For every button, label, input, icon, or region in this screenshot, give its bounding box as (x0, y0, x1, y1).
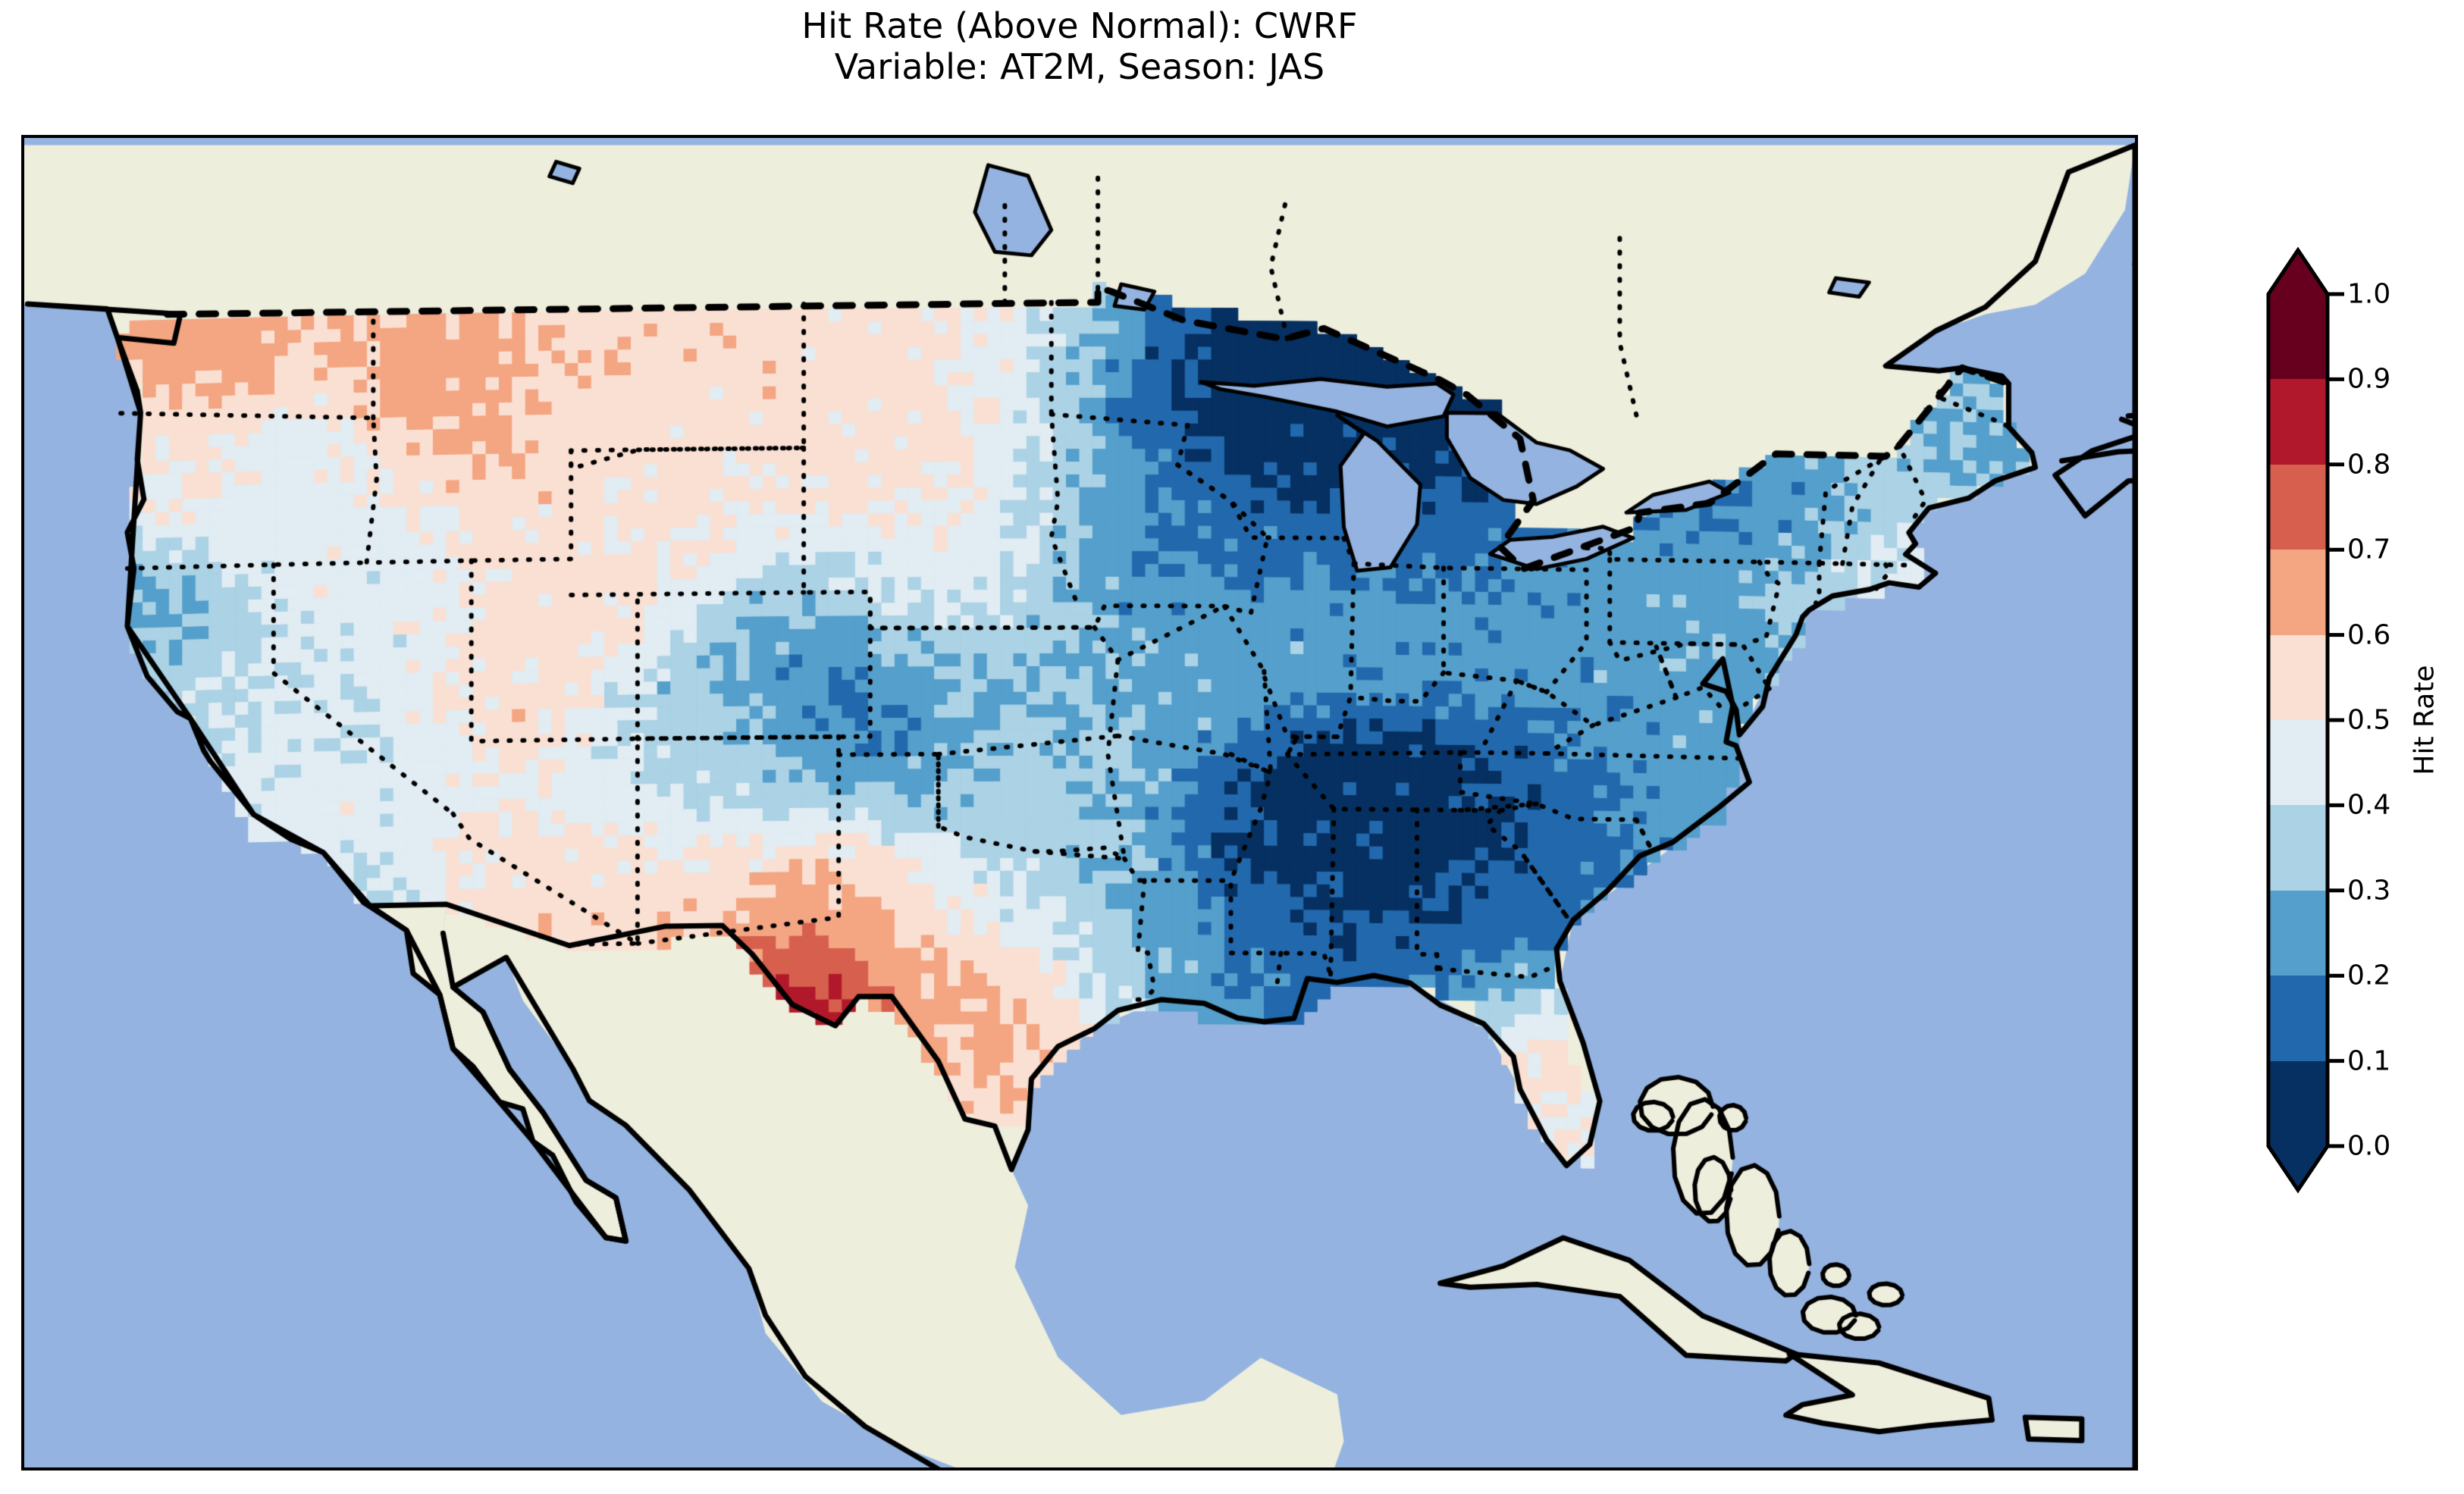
colorbar-segment (2268, 464, 2328, 550)
colorbar-segment (2268, 550, 2328, 636)
colorbar-segment (2268, 720, 2328, 806)
title-line-2: Variable: AT2M, Season: JAS (834, 45, 1325, 87)
colorbar-segment (2268, 1060, 2328, 1147)
colorbar-outline (2266, 246, 2344, 1194)
hit-rate-heatmap (24, 138, 2135, 1467)
colorbar-border (2266, 246, 2330, 1194)
colorbar-segment (2268, 294, 2328, 380)
colorbar-tick-label: 0.4 (2347, 789, 2391, 821)
colorbar-tick-label: 0.2 (2347, 960, 2391, 991)
title-line-1: Hit Rate (Above Normal): CWRF (801, 5, 1358, 46)
colorbar-segment (2268, 379, 2328, 465)
colorbar-segment (2268, 890, 2328, 976)
colorbar-tick-label: 0.6 (2347, 619, 2391, 651)
colorbar-tick-label: 0.5 (2347, 704, 2391, 736)
colorbar-arrow (2268, 1146, 2328, 1190)
colorbar-tick-label: 0.1 (2347, 1045, 2391, 1077)
colorbar-tick-label: 0.3 (2347, 875, 2391, 907)
map-panel (21, 135, 2138, 1471)
colorbar-tick-label: 0.8 (2347, 449, 2391, 481)
colorbar-segment (2268, 805, 2328, 891)
colorbar-segment (2268, 976, 2328, 1062)
colorbar-tick-label: 0.7 (2347, 534, 2391, 565)
colorbar-tick-label: 0.9 (2347, 363, 2391, 395)
colorbar-tick-label: 0.0 (2347, 1130, 2391, 1162)
colorbar-tick-label: 1.0 (2347, 278, 2391, 310)
colorbar-segments (2268, 294, 2328, 1147)
colorbar-arrow (2268, 250, 2328, 294)
colorbar-axis-label: Hit Rate (2409, 665, 2440, 775)
colorbar: 1.0 0.9 0.8 0.7 0.6 0.5 0.4 0.3 0.2 0.1 0.0 Hit Ra… (2266, 246, 2464, 1243)
figure-title: Hit Rate (Above Normal): CWRF Variable: … (0, 5, 2159, 88)
colorbar-segment (2268, 634, 2328, 721)
